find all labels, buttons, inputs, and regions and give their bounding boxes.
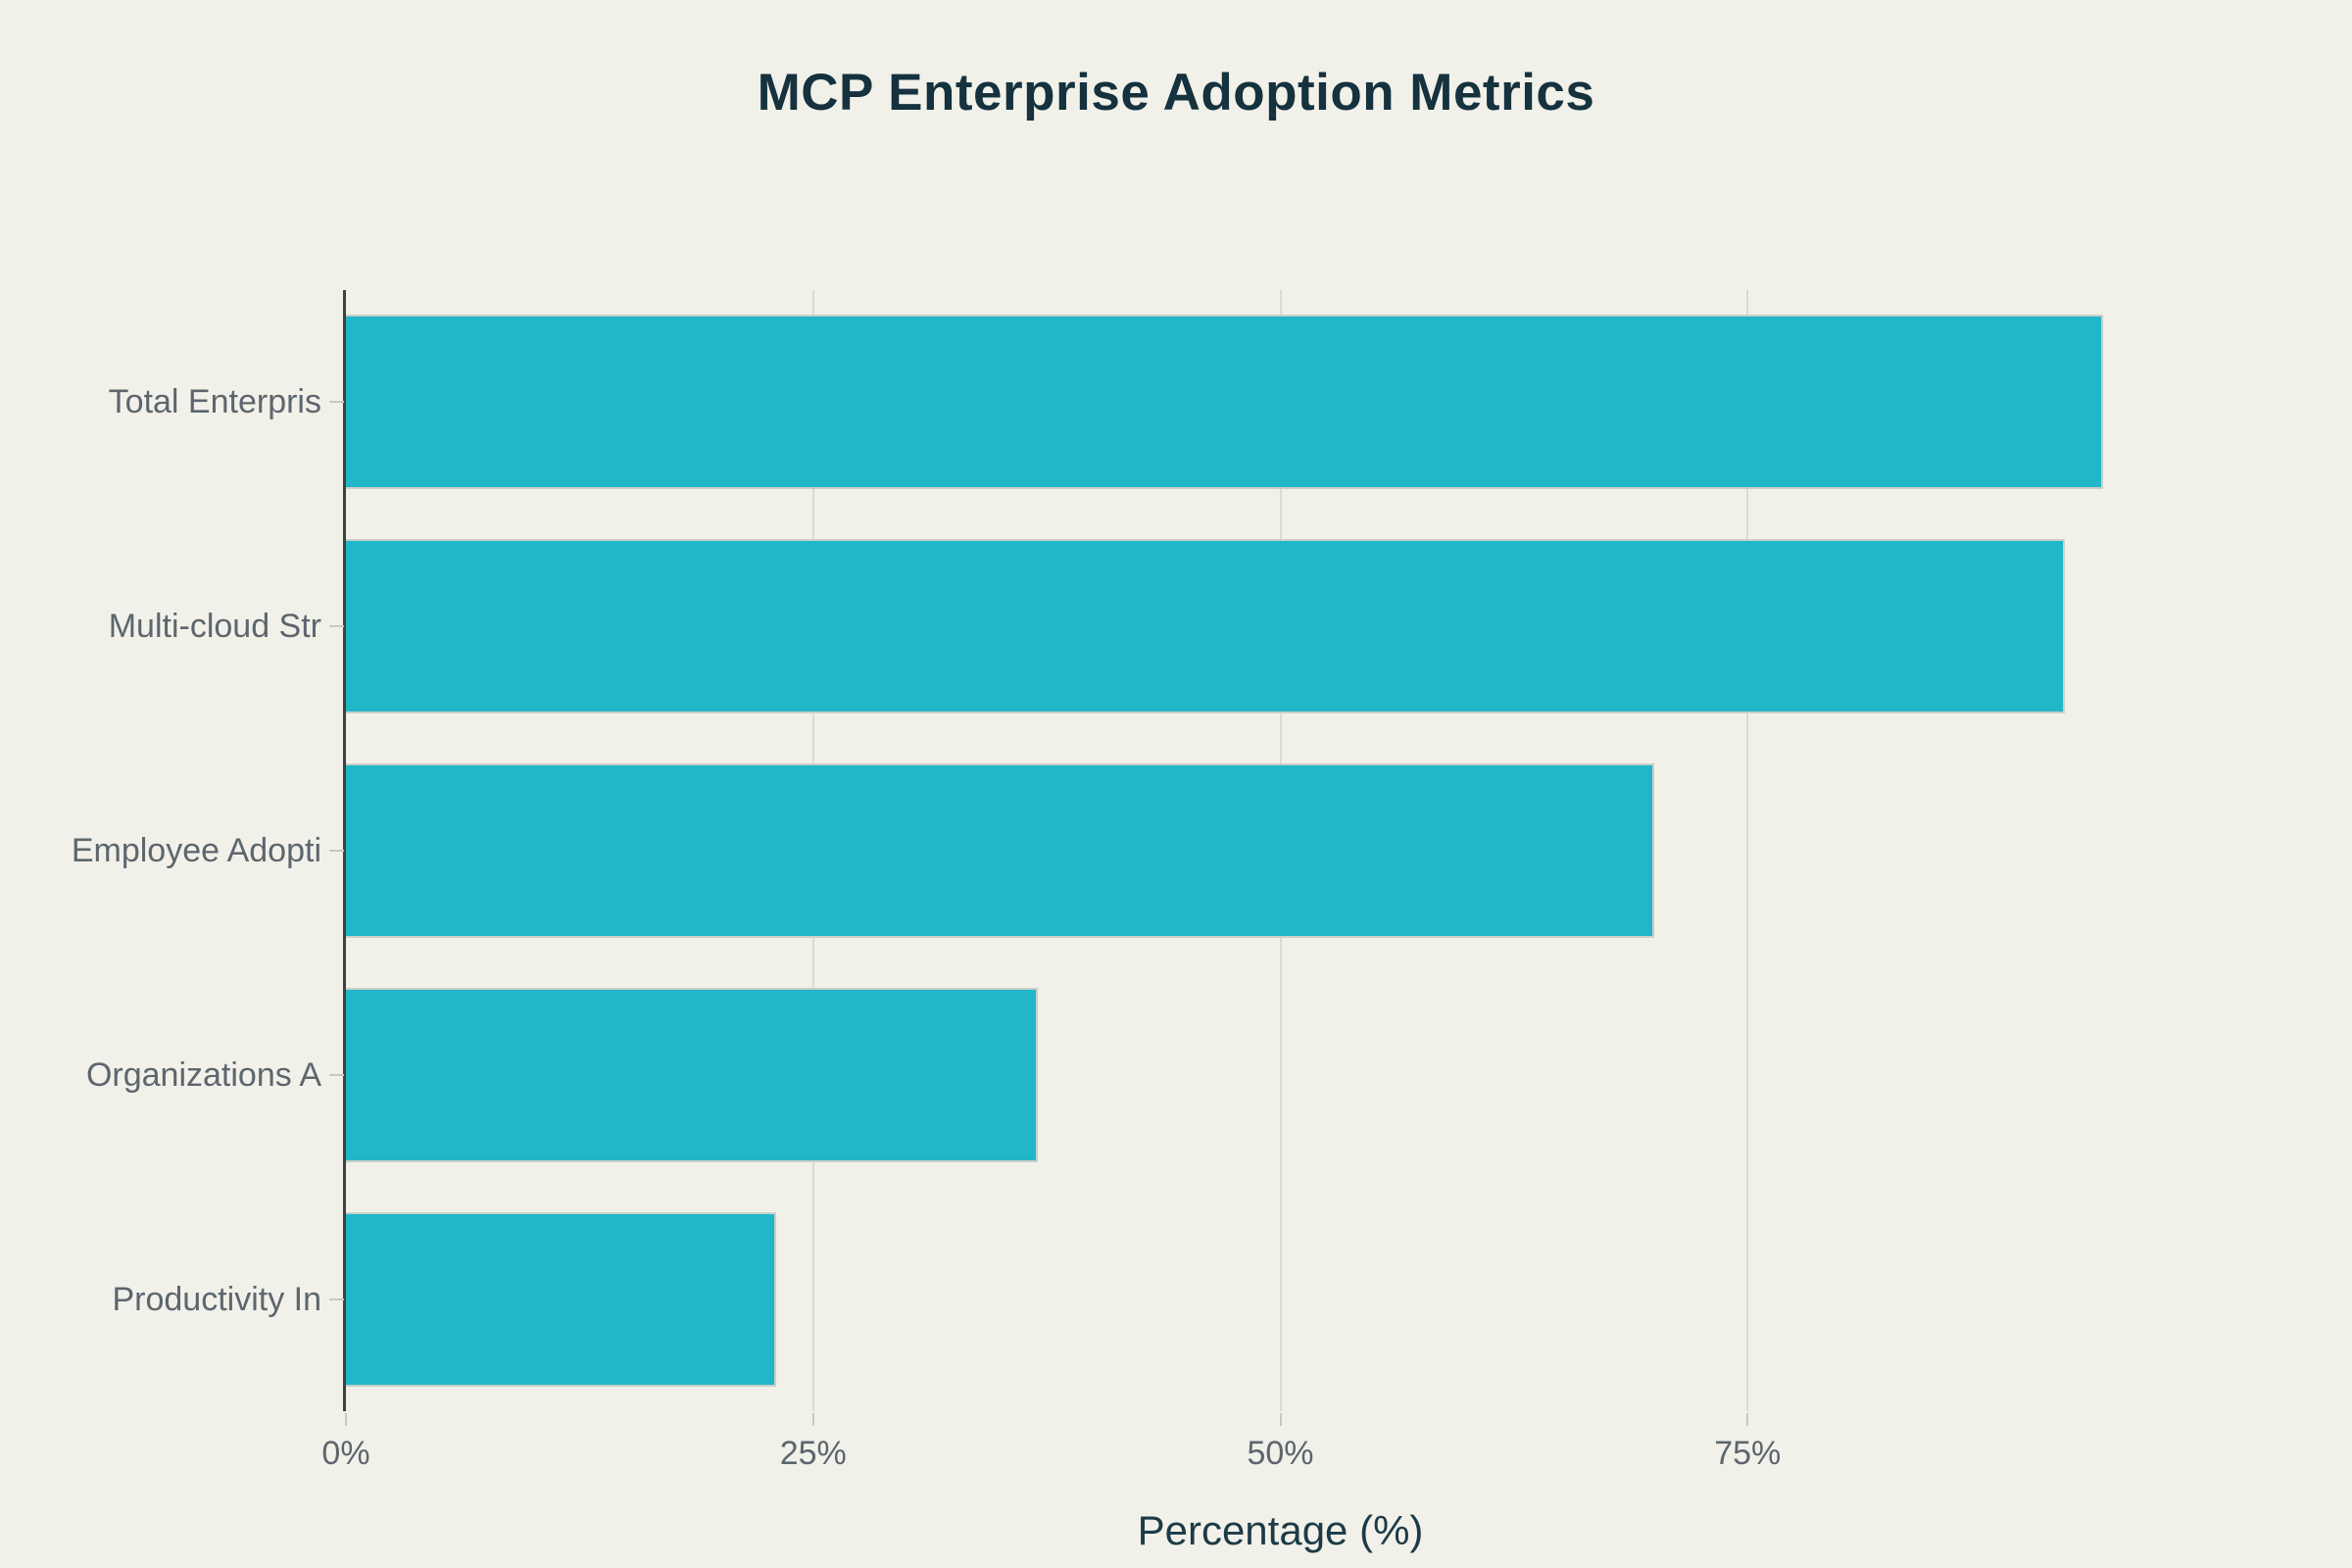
y-tick-4 (329, 1298, 344, 1300)
bar-4 (346, 1211, 776, 1387)
x-tick-label-0: 0% (321, 1435, 370, 1472)
bar-2 (346, 763, 1654, 938)
x-tick-1 (811, 1413, 814, 1426)
y-axis-label-4: Productivity In (112, 1280, 321, 1318)
x-tick-label-3: 75% (1714, 1435, 1782, 1472)
y-axis-label-1: Multi-cloud Str (108, 608, 321, 646)
plot-area (343, 290, 2215, 1411)
x-tick-3 (1746, 1413, 1749, 1426)
x-tick-label-2: 50% (1247, 1435, 1314, 1472)
y-tick-3 (329, 1073, 344, 1076)
x-tick-2 (1279, 1413, 1282, 1426)
bar-0 (346, 315, 2103, 490)
bar-3 (346, 987, 1038, 1162)
x-tick-label-1: 25% (779, 1435, 847, 1472)
y-tick-1 (329, 625, 344, 628)
x-tick-0 (345, 1413, 347, 1426)
y-axis-label-3: Organizations A (85, 1055, 321, 1094)
x-axis-title: Percentage (%) (1137, 1507, 1424, 1553)
y-axis-label-0: Total Enterpris (108, 383, 321, 421)
y-axis-label-2: Employee Adopti (71, 832, 321, 869)
y-tick-0 (329, 401, 344, 404)
bar-1 (346, 539, 2066, 714)
y-axis-line (343, 290, 346, 1411)
chart-title: MCP Enterprise Adoption Metrics (757, 64, 1595, 122)
y-tick-2 (329, 850, 344, 852)
gridline-75 (1746, 290, 1749, 1411)
